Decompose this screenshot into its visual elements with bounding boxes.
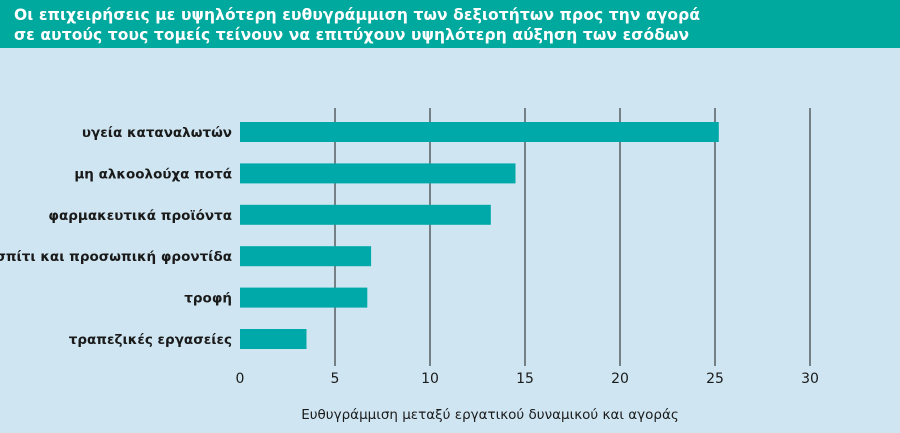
x-tick-label-30: 30 — [801, 371, 819, 387]
bar-1 — [240, 163, 516, 184]
bar-4 — [240, 287, 368, 308]
title-banner: Οι επιχειρήσεις με υψηλότερη ευθυγράμμισ… — [0, 0, 900, 48]
title-line-2: σε αυτούς τους τομείς τείνουν να επιτύχο… — [14, 26, 690, 44]
bar-0 — [240, 122, 719, 142]
category-labels: υγεία καταναλωτών μη αλκοολούχα ποτά φαρμα… — [0, 125, 232, 348]
category-label-0: υγεία καταναλωτών — [82, 125, 232, 141]
x-tick-label-0: 0 — [236, 371, 245, 387]
bar-2 — [240, 204, 491, 225]
bar-3 — [240, 246, 372, 267]
bar-5 — [240, 329, 307, 349]
x-tick-label-15: 15 — [516, 371, 534, 387]
category-label-5: τραπεζικές εργασείες — [69, 332, 232, 348]
category-label-1: μη αλκοολούχα ποτά — [74, 166, 232, 182]
x-tick-label-20: 20 — [611, 371, 629, 387]
bars — [240, 122, 719, 349]
category-label-3: σπίτι και προσωπική φροντίδα — [0, 249, 232, 265]
category-label-2: φαρμακευτικά προϊόντα — [48, 208, 232, 224]
category-label-4: τροφή — [184, 291, 232, 307]
x-tick-labels: 0 5 10 15 20 25 30 — [236, 371, 819, 387]
x-tick-label-5: 5 — [331, 371, 340, 387]
x-tick-label-10: 10 — [421, 371, 439, 387]
title-line-1: Οι επιχειρήσεις με υψηλότερη ευθυγράμμισ… — [14, 6, 701, 24]
x-axis-label: Ευθυγράμμιση μεταξύ εργατικού δυναμικού … — [301, 407, 679, 423]
gridlines — [334, 108, 811, 366]
x-tick-label-25: 25 — [706, 371, 724, 387]
